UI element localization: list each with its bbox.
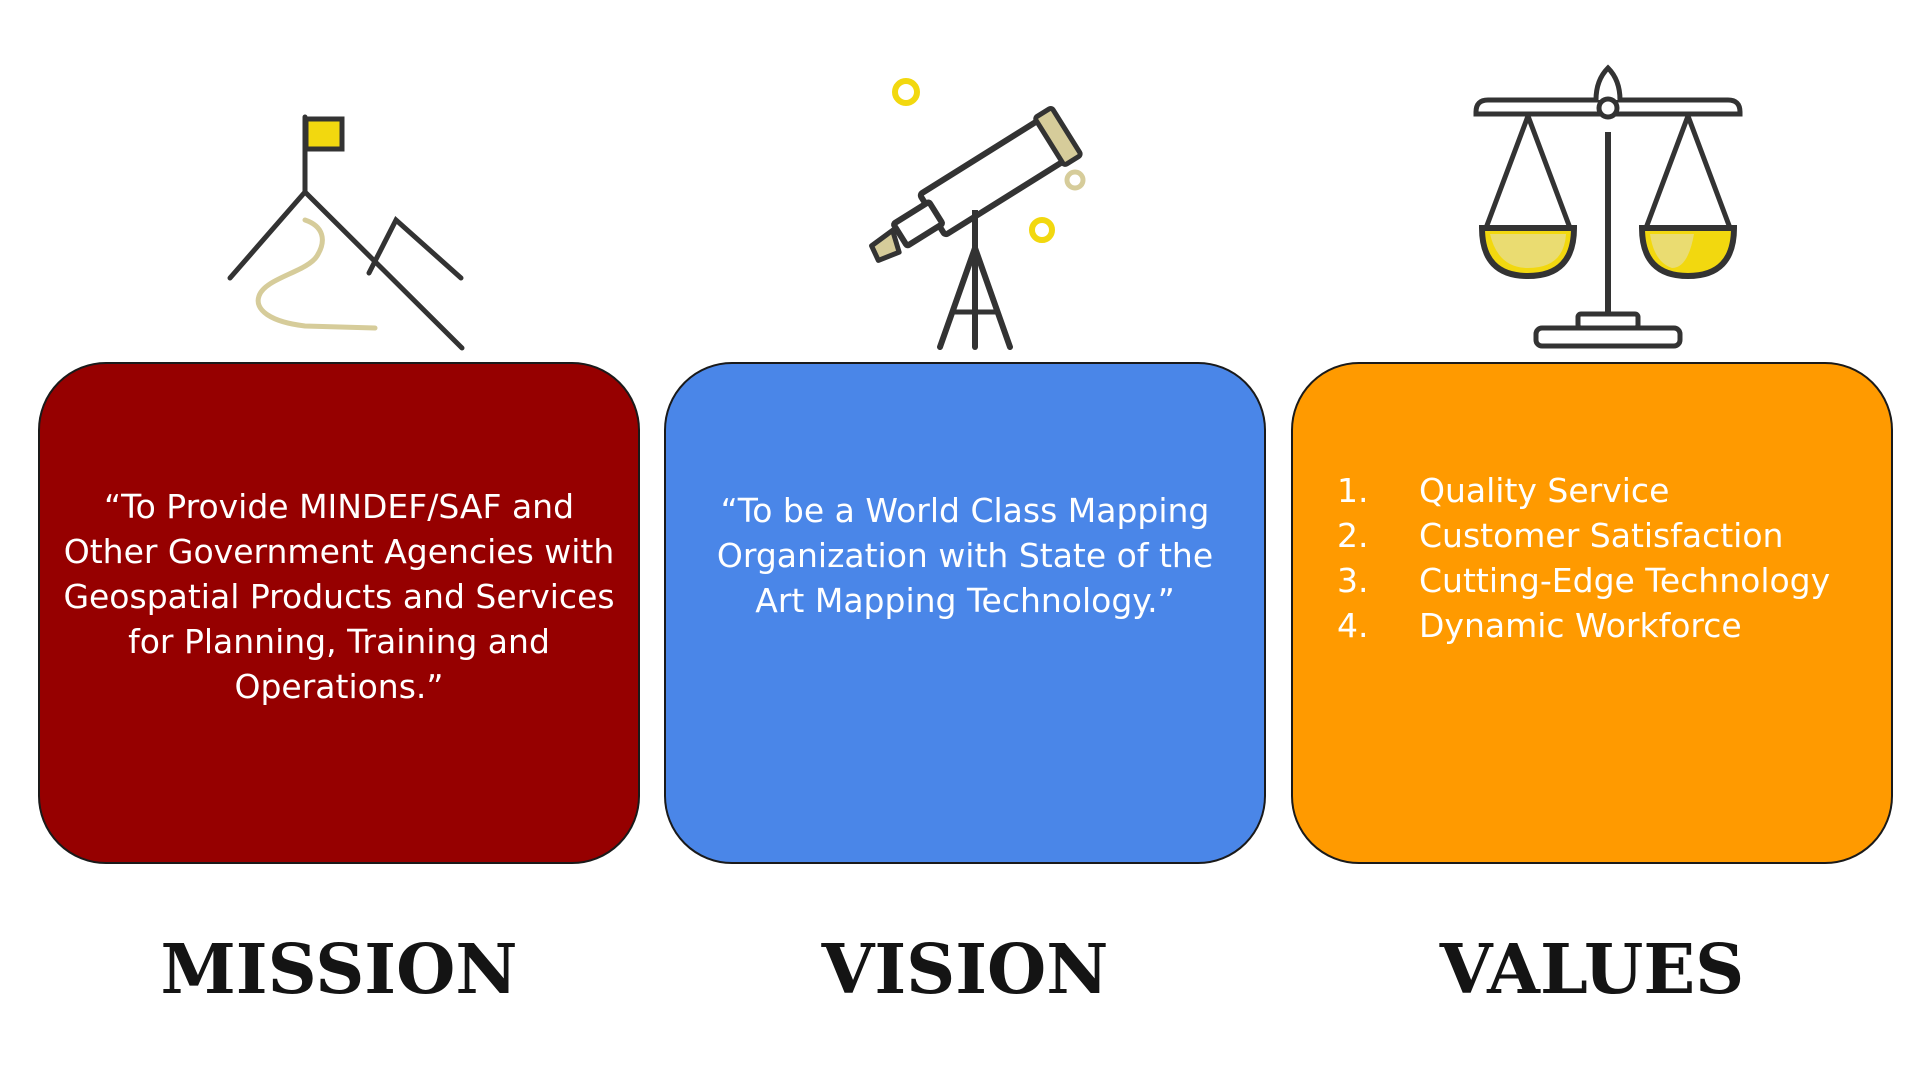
list-item-number: 1.	[1337, 471, 1369, 510]
list-item: 2. Customer Satisfaction	[1337, 513, 1847, 558]
list-item-number: 2.	[1337, 516, 1369, 555]
balance-scale-icon	[1468, 62, 1748, 352]
vision-statement: “To be a World Class Mapping Organizatio…	[716, 490, 1214, 620]
mission-statement: “To Provide MINDEF/SAF and Other Governm…	[63, 486, 615, 706]
mission-label: MISSION	[160, 930, 518, 1010]
vision-card: “To be a World Class Mapping Organizatio…	[664, 362, 1266, 864]
list-item-number: 4.	[1337, 606, 1369, 645]
values-label: VALUES	[1439, 930, 1745, 1010]
list-item-text: Customer Satisfaction	[1419, 516, 1784, 555]
list-item: 4. Dynamic Workforce	[1337, 603, 1847, 648]
list-item-text: Cutting-Edge Technology	[1419, 561, 1831, 600]
list-item: 3. Cutting-Edge Technology	[1337, 558, 1847, 603]
vision-label: VISION	[821, 930, 1109, 1010]
list-item-text: Quality Service	[1419, 471, 1670, 510]
list-item-number: 3.	[1337, 561, 1369, 600]
values-card: 1. Quality Service 2. Customer Satisfact…	[1291, 362, 1893, 864]
values-list: 1. Quality Service 2. Customer Satisfact…	[1337, 468, 1847, 648]
mission-card: “To Provide MINDEF/SAF and Other Governm…	[38, 362, 640, 864]
list-item-text: Dynamic Workforce	[1419, 606, 1742, 645]
mountain-flag-icon	[225, 108, 470, 353]
list-item: 1. Quality Service	[1337, 468, 1847, 513]
telescope-icon	[830, 62, 1120, 352]
